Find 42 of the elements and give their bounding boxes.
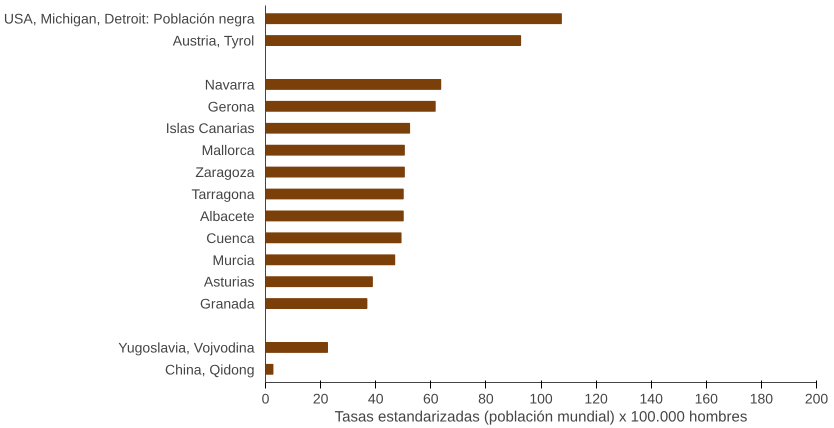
y-tick-label: China, Qidong [164,361,255,378]
x-tick-label: 40 [368,390,384,406]
x-tick-label: 140 [640,390,664,406]
y-tick-label: Granada [200,296,255,312]
x-axis-title: Tasas estandarizadas (población mundial) x 100.000 hombres [334,408,748,426]
y-tick-label: Austria, Tyrol [172,32,254,49]
y-tick-label: Gerona [208,98,255,114]
y-tick-label: Mallorca [202,142,255,158]
y-tick-label: Albacete [200,208,255,224]
y-tick-label: USA, Michigan, Detroit: Población negra [4,10,255,27]
bar [266,100,436,112]
x-tick-label: 200 [804,390,828,406]
bar [266,188,404,200]
x-tick-label: 60 [423,390,439,406]
bar [266,232,402,244]
y-tick-label: Tarragona [191,186,255,202]
x-tick-label: 80 [478,390,494,406]
y-tick-label: Cuenca [206,230,255,246]
bar [266,254,396,266]
y-tick-label: Zaragoza [195,164,255,180]
bar [266,364,274,375]
x-tick-label: 160 [694,390,718,406]
y-tick-label: Navarra [204,76,255,92]
bar [266,13,562,24]
bar [266,342,328,353]
y-tick-label: Islas Canarias [166,120,254,136]
x-tick-label: 120 [584,390,608,406]
bar [266,210,404,222]
x-tick-label: 180 [750,390,774,406]
y-tick-label: Yugoslavia, Vojvodina [118,339,255,356]
bar [266,276,373,288]
x-tick-label: 0 [262,390,270,406]
bar [266,35,522,46]
bar [266,166,405,178]
bar [266,144,405,156]
x-tick-label: 100 [529,390,553,406]
y-tick-label: Murcia [212,252,255,268]
x-tick-label: 20 [312,390,329,406]
bar [266,78,442,90]
y-tick-label: Asturias [204,274,255,290]
bar [266,122,410,134]
bar [266,298,368,310]
